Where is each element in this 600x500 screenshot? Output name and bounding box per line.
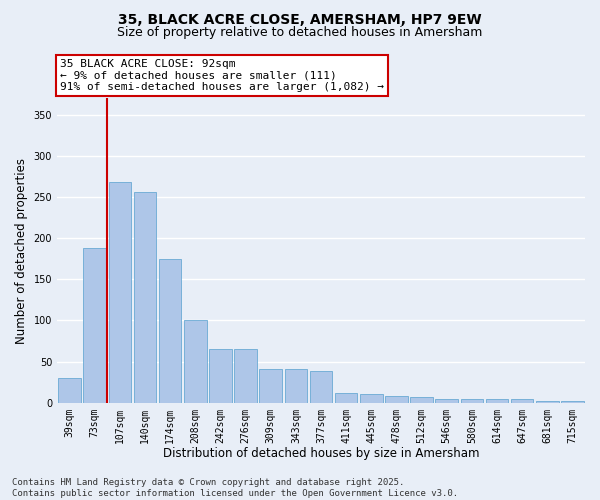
Bar [410,397,433,402]
Bar [436,398,458,402]
Bar [184,320,206,402]
Text: Contains HM Land Registry data © Crown copyright and database right 2025.
Contai: Contains HM Land Registry data © Crown c… [12,478,458,498]
Bar [335,393,358,402]
Bar [209,350,232,403]
X-axis label: Distribution of detached houses by size in Amersham: Distribution of detached houses by size … [163,447,479,460]
Bar [360,394,383,402]
Bar [159,259,181,402]
Bar [58,378,81,402]
Bar [109,182,131,402]
Bar [461,398,483,402]
Bar [234,350,257,403]
Bar [511,400,533,402]
Bar [310,372,332,402]
Text: Size of property relative to detached houses in Amersham: Size of property relative to detached ho… [118,26,482,39]
Bar [259,369,282,402]
Bar [134,192,157,402]
Bar [284,369,307,402]
Bar [83,248,106,402]
Bar [485,400,508,402]
Text: 35, BLACK ACRE CLOSE, AMERSHAM, HP7 9EW: 35, BLACK ACRE CLOSE, AMERSHAM, HP7 9EW [118,12,482,26]
Bar [561,401,584,402]
Bar [536,401,559,402]
Text: 35 BLACK ACRE CLOSE: 92sqm
← 9% of detached houses are smaller (111)
91% of semi: 35 BLACK ACRE CLOSE: 92sqm ← 9% of detac… [59,59,383,92]
Y-axis label: Number of detached properties: Number of detached properties [15,158,28,344]
Bar [385,396,408,402]
